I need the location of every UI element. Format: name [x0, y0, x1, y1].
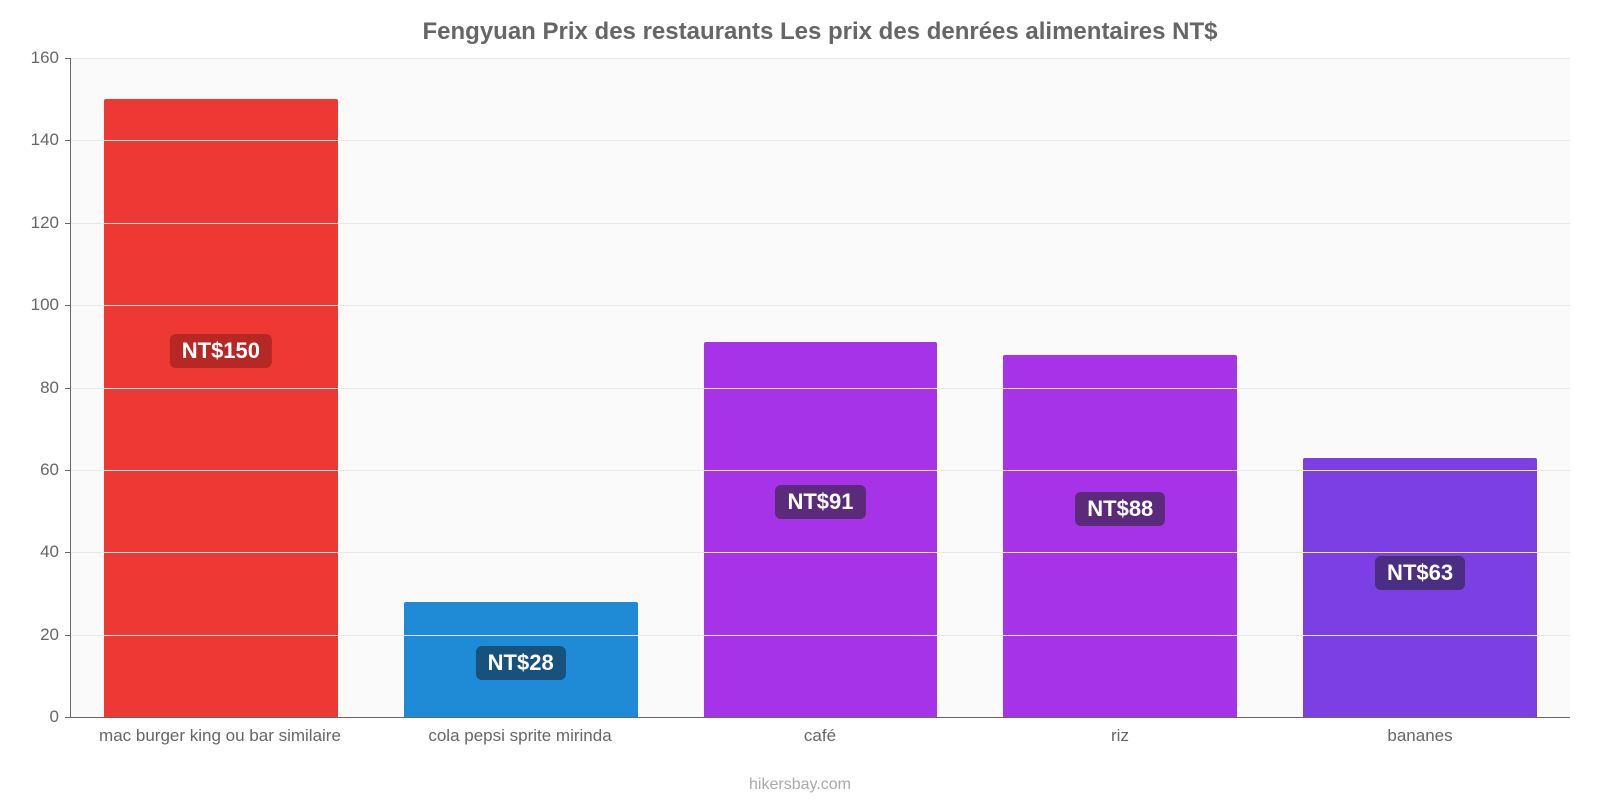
y-axis-label: 60: [40, 460, 71, 480]
bar: NT$28: [404, 602, 638, 717]
y-axis-label: 20: [40, 625, 71, 645]
x-axis-label: mac burger king ou bar similaire: [70, 726, 370, 746]
chart-container: Fengyuan Prix des restaurants Les prix d…: [0, 0, 1600, 800]
bar-value-badge: NT$28: [476, 646, 566, 680]
x-axis-labels: mac burger king ou bar similairecola pep…: [70, 726, 1570, 746]
x-axis-label: café: [670, 726, 970, 746]
y-axis-label: 120: [31, 213, 71, 233]
bar-value-badge: NT$91: [775, 485, 865, 519]
y-axis-label: 140: [31, 130, 71, 150]
chart-title: Fengyuan Prix des restaurants Les prix d…: [70, 10, 1570, 58]
grid-line: [71, 552, 1570, 553]
y-axis-label: 40: [40, 542, 71, 562]
x-axis-label: cola pepsi sprite mirinda: [370, 726, 670, 746]
plot-area: NT$150NT$28NT$91NT$88NT$63 0204060801001…: [70, 58, 1570, 718]
bar-value-badge: NT$150: [170, 334, 272, 368]
bar: NT$91: [704, 342, 938, 717]
bar: NT$63: [1303, 458, 1537, 717]
grid-line: [71, 58, 1570, 59]
grid-line: [71, 635, 1570, 636]
y-axis-label: 80: [40, 378, 71, 398]
y-axis-label: 0: [50, 707, 71, 727]
grid-line: [71, 223, 1570, 224]
credit-text: hikersbay.com: [0, 776, 1600, 794]
grid-line: [71, 470, 1570, 471]
y-axis-label: 160: [31, 48, 71, 68]
bar: NT$150: [104, 99, 338, 717]
x-axis-label: riz: [970, 726, 1270, 746]
bar-value-badge: NT$63: [1375, 556, 1465, 590]
grid-line: [71, 388, 1570, 389]
grid-line: [71, 140, 1570, 141]
x-axis-label: bananes: [1270, 726, 1570, 746]
y-axis-label: 100: [31, 295, 71, 315]
grid-line: [71, 305, 1570, 306]
bar-value-badge: NT$88: [1075, 492, 1165, 526]
bar: NT$88: [1003, 355, 1237, 717]
